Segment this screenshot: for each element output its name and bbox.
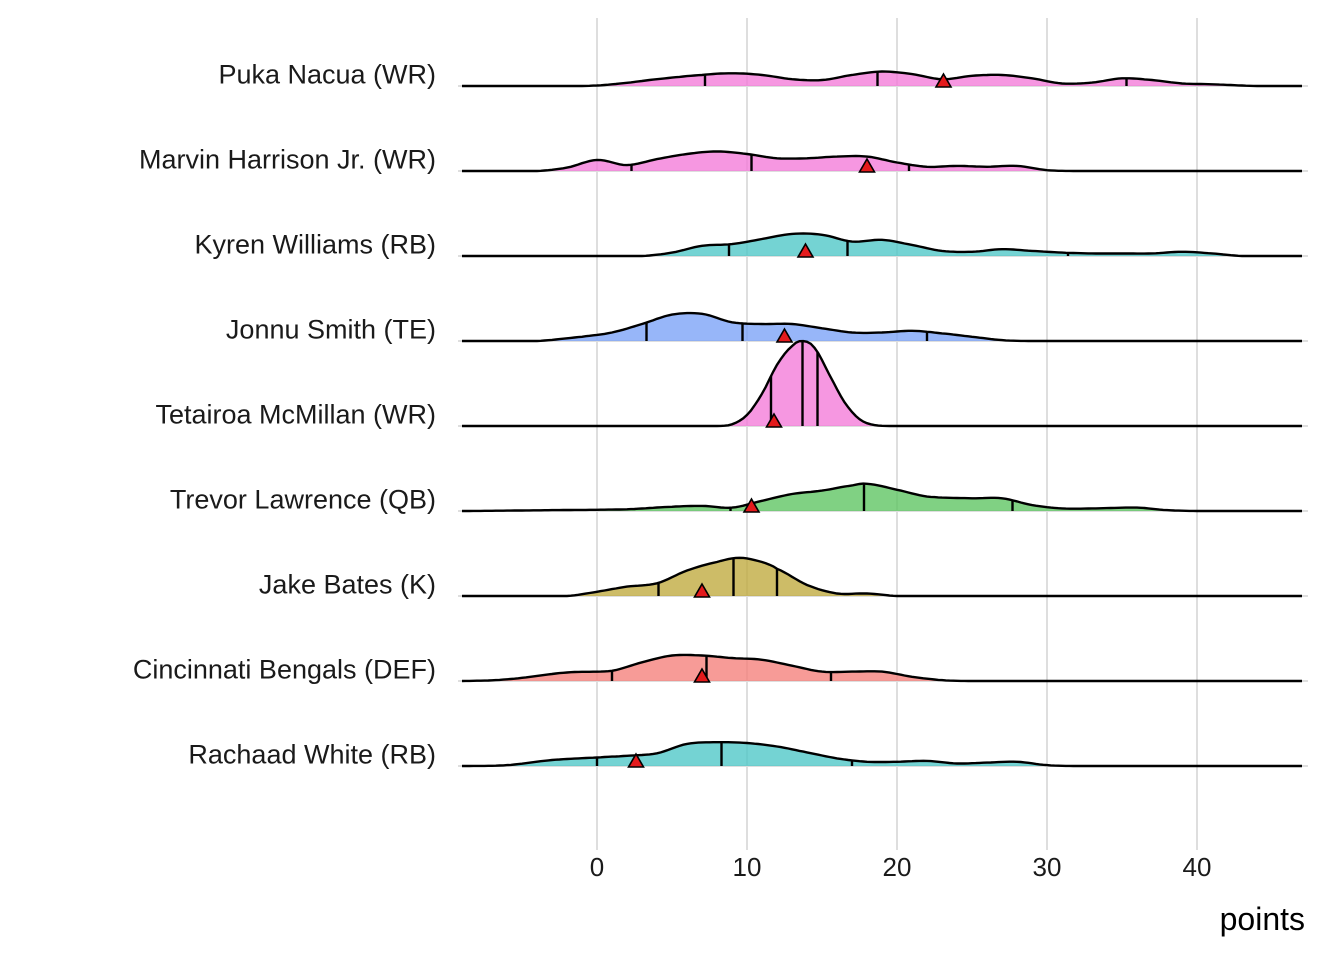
y-axis-label: Jonnu Smith (TE) — [226, 314, 436, 344]
y-axis-label: Cincinnati Bengals (DEF) — [133, 654, 436, 684]
y-axis-label: Tetairoa McMillan (WR) — [155, 399, 436, 429]
ridge-jonnu-smith-te — [462, 311, 1302, 343]
ridge-puka-nacua-wr — [462, 70, 1302, 88]
ridge-outline — [461, 653, 1302, 683]
x-axis-title: points — [1220, 901, 1305, 937]
x-tick-label: 10 — [733, 852, 762, 882]
ridge-cincinnati-bengals-def — [461, 653, 1302, 683]
ridge-jake-bates-k — [462, 556, 1302, 598]
ridge-fill — [462, 341, 1302, 426]
y-axis-label: Marvin Harrison Jr. (WR) — [139, 144, 436, 174]
x-tick-label: 30 — [1033, 852, 1062, 882]
projection-marker — [765, 412, 783, 428]
ridge-rachaad-white-rb — [462, 741, 1302, 768]
y-axis-label: Trevor Lawrence (QB) — [170, 484, 436, 514]
ridge-fill — [462, 233, 1302, 256]
projection-marker — [858, 157, 876, 173]
x-tick-label: 40 — [1183, 852, 1212, 882]
ridge-fill — [462, 742, 1302, 766]
ridge-marvin-harrison-jr-wr — [462, 150, 1302, 173]
projection-marker — [775, 327, 794, 343]
x-tick-label: 20 — [883, 852, 912, 882]
ridge-tetairoa-mcmillan-wr — [462, 339, 1302, 428]
ridge-outline — [462, 339, 1302, 428]
y-axis-label: Jake Bates (K) — [259, 569, 436, 599]
y-axis-labels: Puka Nacua (WR) Marvin Harrison Jr. (WR) K… — [133, 59, 436, 769]
projection-marker — [693, 582, 711, 598]
ridge-trevor-lawrence-qb — [462, 482, 1302, 513]
ridge-outline — [462, 556, 1302, 598]
ridge-outline — [462, 482, 1302, 513]
ridge-fill — [462, 313, 1302, 341]
projection-marker — [693, 667, 711, 683]
ridge-outline — [462, 232, 1302, 258]
projection-marker — [934, 72, 953, 88]
ridge-fill — [462, 654, 1302, 681]
ridge-outline — [462, 150, 1302, 173]
ridge-fill — [462, 483, 1302, 511]
y-axis-label: Puka Nacua (WR) — [218, 59, 436, 89]
x-axis-ticks: 0 10 20 30 40 — [590, 852, 1212, 882]
ridge-outline — [462, 70, 1302, 88]
x-tick-label: 0 — [590, 852, 604, 882]
ridge-fill — [462, 71, 1302, 86]
gridlines — [458, 18, 1308, 850]
ridge-fill — [462, 557, 1302, 596]
ridge-outline — [462, 311, 1302, 343]
ridge-fill — [462, 151, 1302, 171]
y-axis-label: Rachaad White (RB) — [188, 739, 436, 769]
projection-marker — [627, 752, 645, 768]
ridges — [461, 70, 1302, 768]
y-axis-label: Kyren Williams (RB) — [194, 229, 436, 259]
ridge-outline — [462, 741, 1302, 768]
projection-marker — [742, 497, 761, 513]
ridge-kyren-williams-rb — [462, 232, 1302, 258]
projection-marker — [796, 242, 815, 258]
